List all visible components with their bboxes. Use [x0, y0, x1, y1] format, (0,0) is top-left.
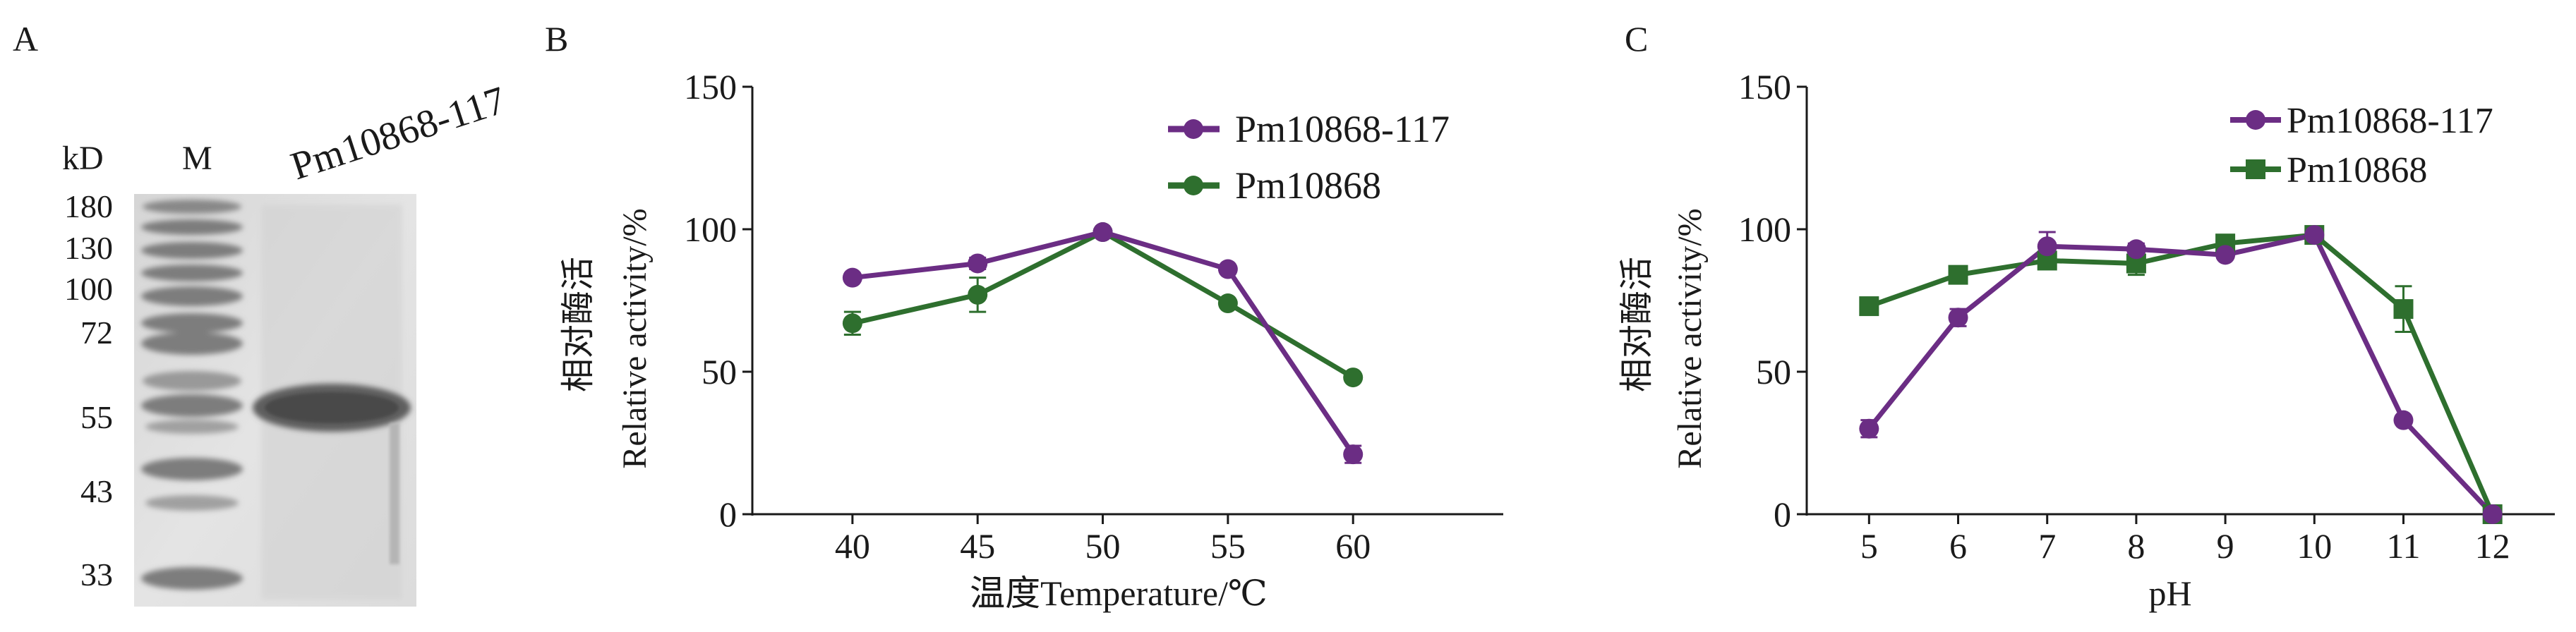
legend-marker-pm10868	[2246, 159, 2265, 179]
data-point-pm10868	[842, 313, 862, 334]
panel-c-ylabel-cn: 相对酶活	[1618, 257, 1656, 392]
marker-size-labels: 180 130 100 72 55 43 33	[64, 188, 113, 592]
series-line-pm10868-117	[852, 229, 1356, 456]
x-tick-label: 55	[1210, 526, 1246, 566]
marker-size-label: 33	[80, 557, 113, 592]
marker-size-label: 72	[80, 315, 113, 351]
legend-label-pm10868-117: Pm10868-117	[1235, 108, 1450, 150]
marker-size-label: 100	[64, 271, 113, 307]
x-tick-label: 5	[1860, 526, 1878, 566]
gel-image	[134, 194, 416, 607]
panel-c-ylabel-en: Relative activity/%	[1671, 208, 1709, 468]
sample-lane-label: Pm10868-117	[286, 78, 511, 188]
chart-c: 0 50 100 150 5 6 7 8 9 10 11 12 Pm10868-117 Pm1086…	[1738, 67, 2555, 566]
panel-a: A kD M Pm10868-117 180 130 100 72 55 43 …	[13, 19, 511, 607]
data-point-pm10868-117	[2037, 236, 2057, 257]
panel-c: C 相对酶活 Relative activity/% pH 0 50 100 150 …	[1618, 19, 2555, 613]
marker-band	[145, 495, 239, 511]
marker-band	[141, 567, 243, 590]
x-tick-label: 50	[1085, 526, 1121, 566]
x-tick-label: 10	[2297, 526, 2332, 566]
panel-b-xlabel: 温度Temperature/℃	[970, 573, 1268, 613]
marker-band	[141, 394, 243, 417]
chart-b-legend: Pm10868-117 Pm10868	[1168, 108, 1450, 207]
data-point-pm10868	[968, 284, 988, 305]
data-point-pm10868-117	[2482, 504, 2503, 524]
sample-lane-streak	[390, 423, 399, 564]
panel-c-xlabel: pH	[2148, 573, 2191, 613]
data-point-pm10868-117	[1948, 308, 1968, 328]
marker-size-label: 43	[80, 473, 113, 509]
data-point-pm10868	[1217, 293, 1238, 314]
x-tick-label: 40	[835, 526, 870, 566]
series-line-pm10868-117	[1867, 232, 2495, 516]
panel-a-letter: A	[13, 19, 38, 59]
x-tick-label: 45	[960, 526, 995, 566]
marker-lane-label: M	[182, 140, 212, 177]
y-tick-label: 100	[684, 209, 737, 249]
legend-marker-pm10868-117	[1184, 119, 1203, 139]
x-tick-label: 60	[1335, 526, 1371, 566]
series-line-pm10868	[852, 229, 1354, 380]
x-tick-label: 6	[1949, 526, 1967, 566]
panel-b: B 相对酶活 Relative activity/% 温度Temperature…	[545, 19, 1503, 613]
marker-band	[143, 371, 241, 391]
data-point-pm10868-117	[1343, 444, 1364, 465]
data-point-pm10868-117	[968, 253, 988, 274]
chart-c-legend: Pm10868-117 Pm10868	[2230, 101, 2493, 190]
marker-size-label: 180	[64, 188, 113, 224]
panel-b-ylabel-cn: 相对酶活	[560, 257, 597, 392]
data-point-pm10868	[1343, 367, 1364, 388]
data-point-pm10868-117	[2215, 245, 2236, 265]
legend-label-pm10868-117: Pm10868-117	[2287, 101, 2493, 141]
y-tick-label: 150	[684, 67, 737, 107]
legend-label-pm10868: Pm10868	[2287, 150, 2427, 190]
marker-band	[141, 458, 243, 480]
x-tick-label: 12	[2475, 526, 2510, 566]
x-tick-label: 7	[2038, 526, 2056, 566]
y-tick-label: 0	[719, 494, 737, 534]
legend-label-pm10868: Pm10868	[1235, 164, 1381, 207]
y-tick-label: 100	[1738, 209, 1791, 249]
sample-lane	[253, 205, 411, 600]
chart-b: 0 50 100 150 40 45 50 55 60 Pm10868-117 Pm10868	[684, 67, 1503, 566]
marker-band	[141, 332, 243, 355]
data-point-pm10868-117	[2126, 239, 2146, 260]
marker-lane	[141, 200, 243, 590]
legend-marker-pm10868	[1184, 176, 1203, 195]
data-point-pm10868-117	[1859, 418, 1879, 439]
legend-marker-pm10868-117	[2246, 110, 2265, 130]
marker-band	[145, 420, 239, 434]
marker-band	[143, 200, 241, 214]
data-point-pm10868	[2393, 299, 2414, 320]
sample-protein-band	[265, 392, 399, 423]
kd-label: kD	[62, 140, 104, 177]
x-tick-label: 9	[2217, 526, 2234, 566]
marker-band	[141, 242, 243, 259]
y-tick-label: 50	[1756, 352, 1791, 391]
marker-size-label: 130	[64, 230, 113, 266]
marker-size-label: 55	[80, 399, 113, 435]
marker-band	[141, 286, 243, 306]
data-point-pm10868-117	[1217, 259, 1238, 279]
y-tick-label: 150	[1738, 67, 1791, 107]
y-tick-label: 50	[702, 352, 737, 391]
data-point-pm10868-117	[2393, 410, 2414, 430]
panel-c-letter: C	[1625, 19, 1648, 59]
marker-band	[141, 265, 243, 281]
marker-band	[141, 219, 243, 235]
data-point-pm10868	[1948, 265, 1968, 285]
data-point-pm10868	[1859, 296, 1879, 317]
data-point-pm10868-117	[2304, 225, 2325, 245]
panel-b-letter: B	[545, 19, 568, 59]
x-tick-label: 11	[2386, 526, 2420, 566]
marker-band	[141, 313, 243, 333]
data-point-pm10868-117	[1093, 222, 1113, 243]
x-tick-label: 8	[2127, 526, 2145, 566]
y-tick-label: 0	[1774, 494, 1791, 534]
data-point-pm10868-117	[842, 267, 862, 288]
panel-b-ylabel-en: Relative activity/%	[616, 208, 654, 468]
